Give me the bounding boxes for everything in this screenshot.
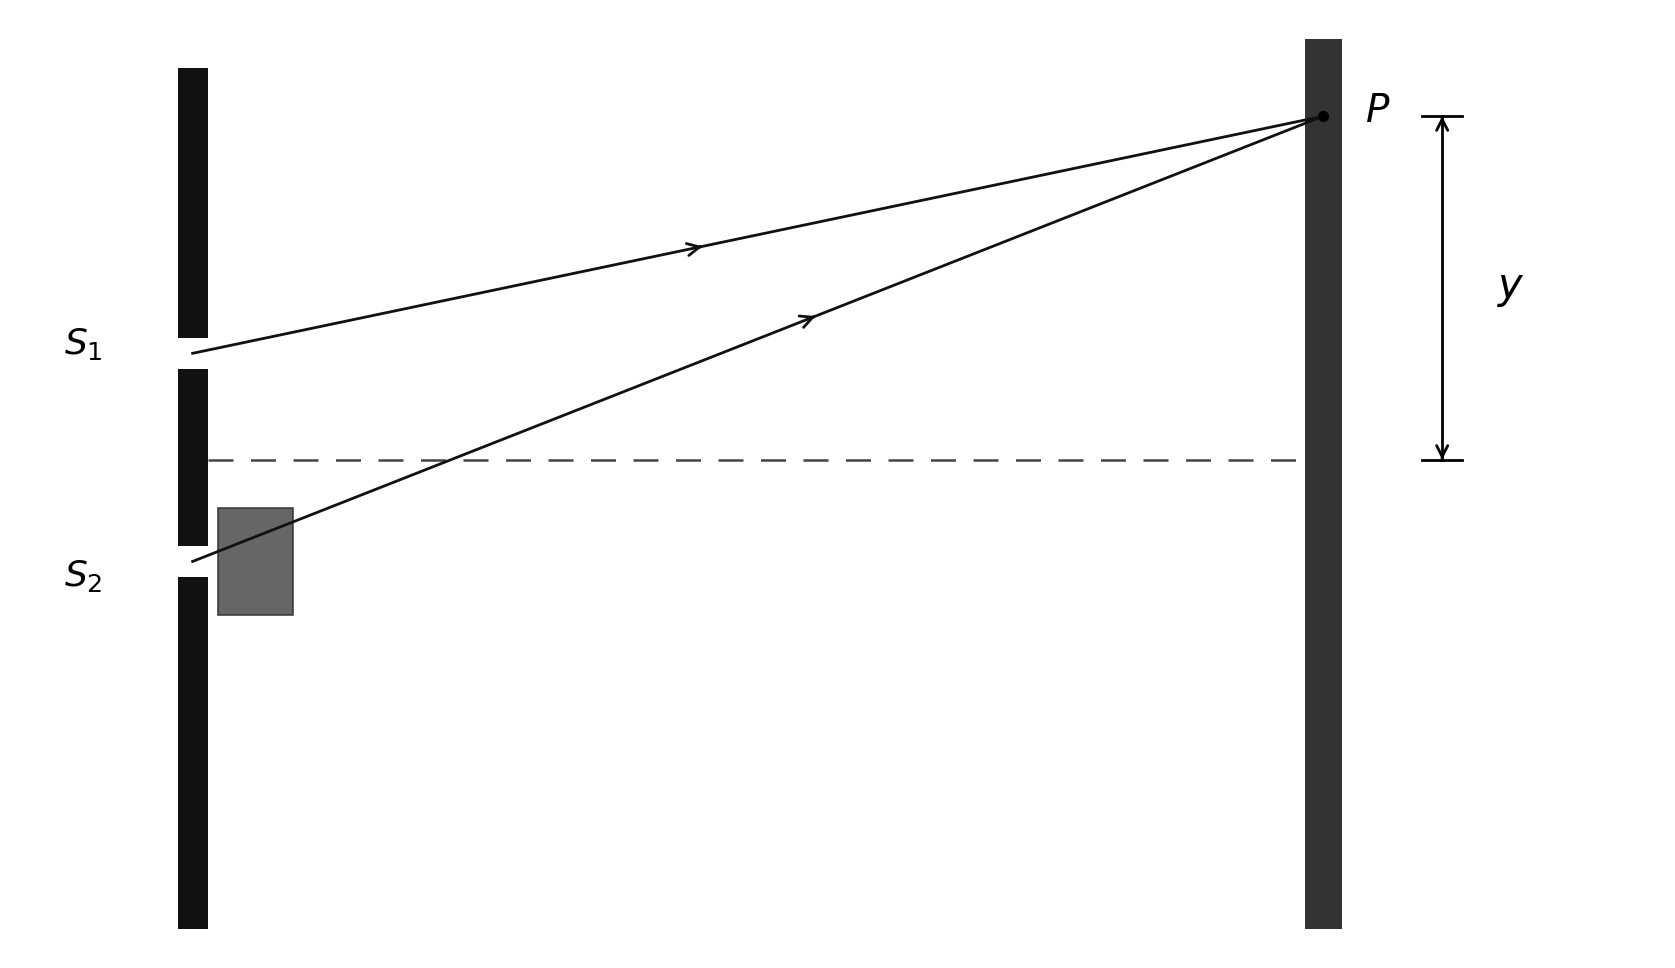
Bar [218,508,293,615]
Text: $S_2$: $S_2$ [64,558,104,594]
Bar [1305,39,1342,929]
Text: $y$: $y$ [1496,267,1524,309]
Bar [178,68,208,338]
Text: $S_1$: $S_1$ [64,325,104,362]
Bar [178,369,208,546]
Text: $P$: $P$ [1365,93,1390,130]
Bar [178,577,208,929]
